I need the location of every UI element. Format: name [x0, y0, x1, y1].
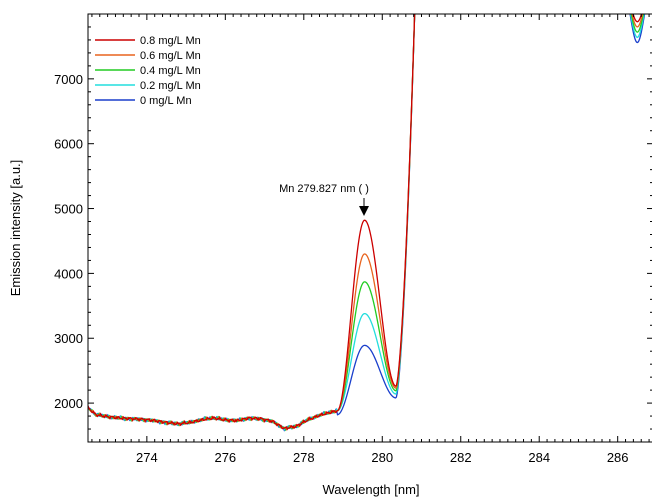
legend: 0.8 mg/L Mn 0.6 mg/L Mn 0.4 mg/L Mn 0.2 mg/…	[95, 35, 201, 107]
plot-frame	[87, 13, 652, 443]
y-tick-label: 3000	[54, 331, 83, 346]
y-tick-label: 6000	[54, 137, 83, 152]
y-tick-label: 5000	[54, 202, 83, 217]
series-layer	[88, 14, 646, 432]
x-tick-label: 274	[136, 450, 158, 465]
axis-ticks: 274 276 278 280 282 284 286 2000 3000 4000 5000 600…	[54, 14, 652, 465]
y-tick-label: 4000	[54, 266, 83, 281]
legend-entry: 0.4 mg/L Mn	[140, 65, 201, 77]
x-tick-label: 286	[607, 450, 629, 465]
y-tick-label: 7000	[54, 72, 83, 87]
legend-entry: 0 mg/L Mn	[140, 95, 192, 107]
series-line	[88, 14, 643, 431]
x-tick-label: 282	[450, 450, 472, 465]
x-tick-label: 280	[371, 450, 393, 465]
legend-entry: 0.8 mg/L Mn	[140, 35, 201, 47]
legend-entry: 0.2 mg/L Mn	[140, 80, 201, 92]
annotation-arrow-head	[359, 206, 369, 216]
annotation-label: Mn 279.827 nm ( )	[279, 183, 369, 195]
legend-entry: 0.6 mg/L Mn	[140, 50, 201, 62]
x-tick-label: 278	[293, 450, 315, 465]
x-tick-label: 284	[528, 450, 550, 465]
peak-annotation: Mn 279.827 nm ( )	[279, 183, 369, 216]
y-tick-label: 2000	[54, 396, 83, 411]
x-tick-label: 276	[214, 450, 236, 465]
x-axis-label: Wavelength [nm]	[322, 482, 419, 497]
y-axis-label: Emission intensity [a.u.]	[8, 160, 23, 297]
series-line	[88, 14, 646, 432]
